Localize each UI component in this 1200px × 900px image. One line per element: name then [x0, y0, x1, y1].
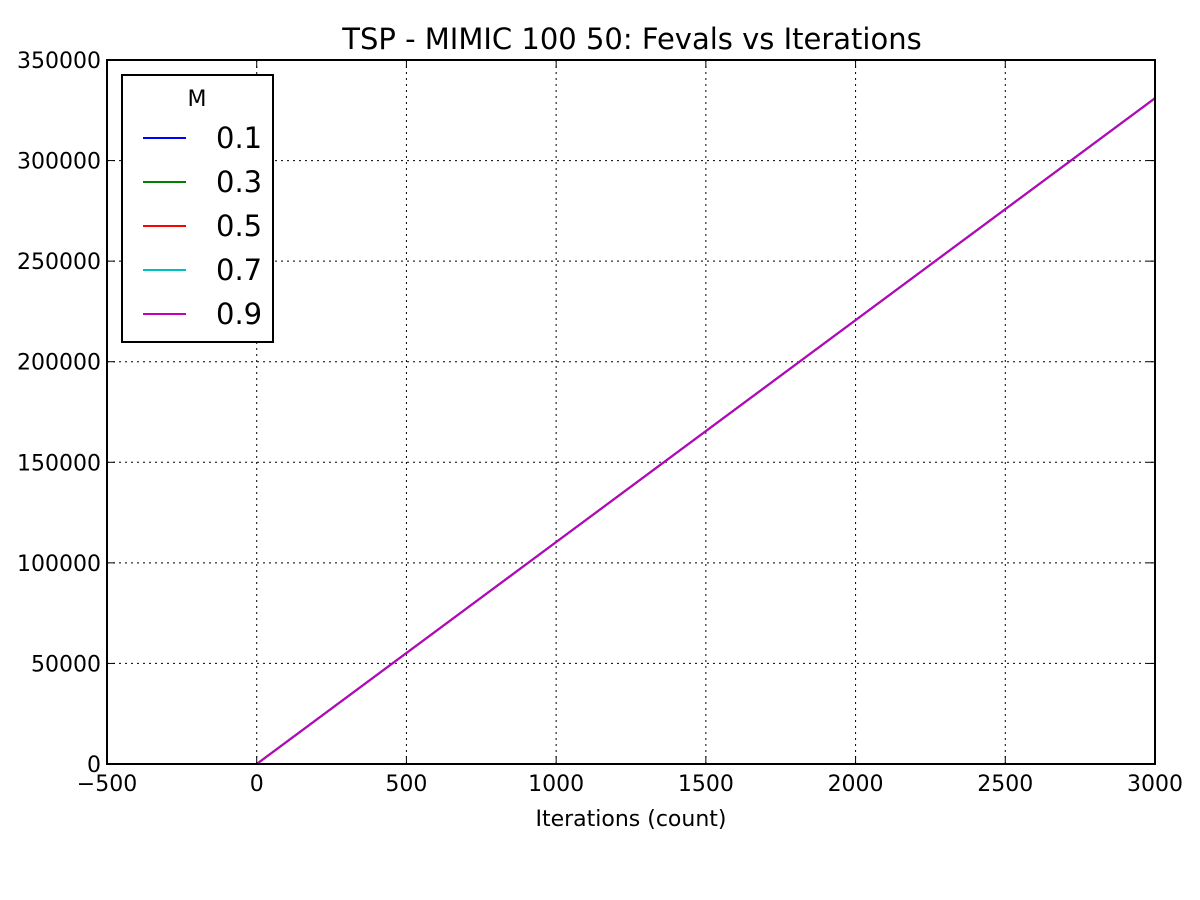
- series-lines: [256, 97, 1156, 765]
- x-tick-label: −500: [77, 772, 137, 797]
- y-tick-label: 150000: [17, 451, 101, 476]
- x-tick-label: 2000: [828, 772, 884, 797]
- y-tick-label: 100000: [17, 552, 101, 577]
- legend: M 0.1 0.3 0.5 0.7 0.9: [121, 74, 274, 343]
- chart-title: TSP - MIMIC 100 50: Fevals vs Iterations: [341, 22, 921, 56]
- legend-label: 0.3: [216, 165, 262, 199]
- x-tick-label: 500: [385, 772, 427, 797]
- y-tick-label: 250000: [17, 250, 101, 275]
- x-tick-label: 2500: [977, 772, 1033, 797]
- x-tick-label: 1500: [678, 772, 734, 797]
- series-line-0.9: [256, 97, 1156, 765]
- legend-label: 0.7: [216, 253, 262, 287]
- y-axis: 0 50000 100000 150000 200000 250000 300000 3500…: [17, 49, 1155, 778]
- plot-frame: [106, 59, 1156, 765]
- y-tick-label: 50000: [31, 652, 101, 677]
- x-tick-label: 0: [250, 772, 264, 797]
- legend-label: 0.9: [216, 297, 262, 331]
- legend-label: 0.1: [216, 121, 262, 155]
- y-tick-label: 200000: [17, 351, 101, 376]
- y-tick-label: 300000: [17, 150, 101, 175]
- x-axis-label: Iterations (count): [535, 807, 726, 832]
- x-tick-label: 3000: [1127, 772, 1183, 797]
- legend-frame: [121, 74, 274, 343]
- x-axis: −500 0 500 1000 1500 2000 2500 3000: [77, 60, 1183, 797]
- y-tick-label: 350000: [17, 49, 101, 74]
- legend-label: 0.5: [216, 209, 262, 243]
- y-tick-label: 0: [87, 753, 101, 778]
- x-tick-label: 1000: [528, 772, 584, 797]
- legend-title: M: [188, 87, 207, 112]
